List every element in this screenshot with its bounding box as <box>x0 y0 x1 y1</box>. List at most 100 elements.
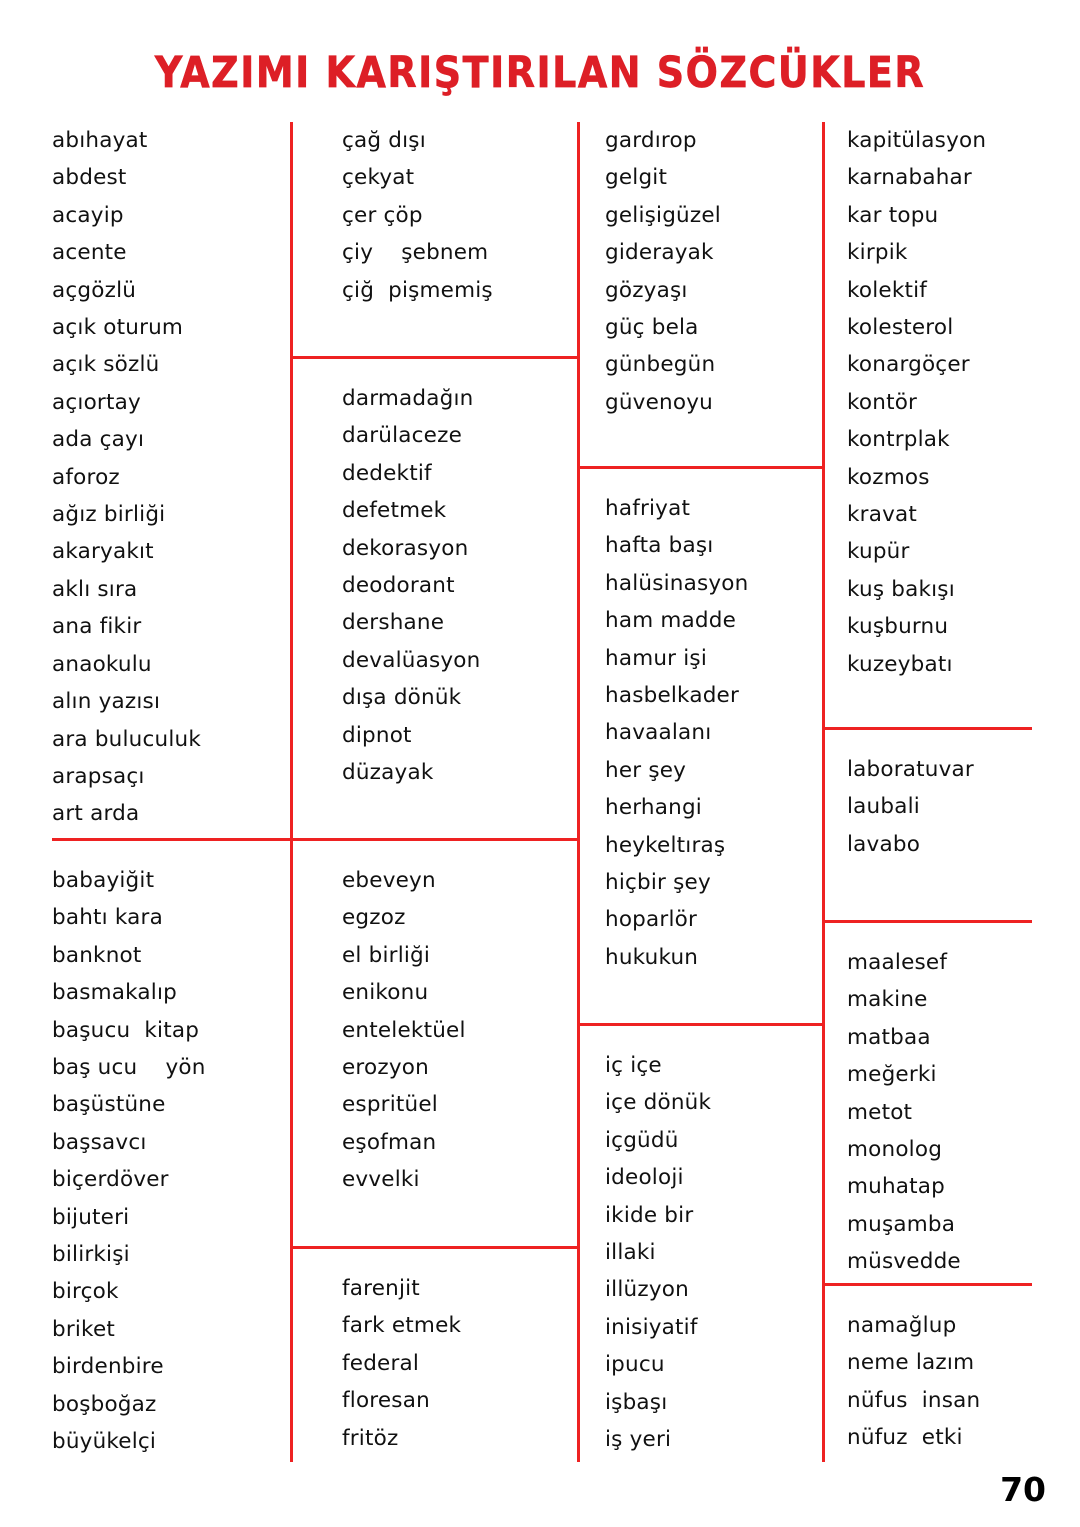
word-entry: içe dönük <box>605 1090 712 1116</box>
word-entry: erozyon <box>342 1055 429 1081</box>
word-entry: ham madde <box>605 608 737 634</box>
word-entry: bilirkişi <box>52 1242 130 1268</box>
word-entry: çer çöp <box>342 202 423 228</box>
word-entry: abdest <box>52 165 127 191</box>
word-entry: müsvedde <box>847 1249 961 1275</box>
word-entry: banknot <box>52 942 142 968</box>
word-entry: metot <box>847 1099 913 1125</box>
word-entry: gelişigüzel <box>605 202 721 228</box>
word-entry: ada çayı <box>52 427 145 453</box>
word-entry: havaalanı <box>605 720 712 746</box>
word-entry: biçerdöver <box>52 1167 169 1193</box>
word-entry: muhatap <box>847 1174 946 1200</box>
page-title: YAZIMI KARIŞTIRILAN SÖZCÜKLER <box>154 48 926 98</box>
word-entry: namağlup <box>847 1313 957 1338</box>
rule-col1-a-b <box>52 838 290 841</box>
word-entry: ipucu <box>605 1352 665 1378</box>
word-entry: anaokulu <box>52 651 152 677</box>
word-entry: açıortay <box>52 389 141 415</box>
column-3-group-i: iç içe içe dönük içgüdü ideoloji ikide bir il… <box>605 1047 832 1458</box>
word-entry: çağ dışı <box>342 128 426 153</box>
word-entry: abıhayat <box>52 128 148 153</box>
word-entry: deodorant <box>342 573 455 599</box>
word-entry: ana fikir <box>52 614 142 640</box>
divider-col2-col3 <box>577 122 580 1462</box>
word-entry: hukukun <box>605 944 699 970</box>
word-entry: halüsinasyon <box>605 570 749 596</box>
divider-col3-col4 <box>822 122 825 1462</box>
rule-col2-c-d <box>290 356 577 359</box>
word-entry: heykeltıraş <box>605 832 726 858</box>
word-entry: devalüasyon <box>342 647 481 673</box>
column-3: gardırop gelgit gelişigüzel giderayak gözyaş… <box>605 122 832 1462</box>
word-entry: her şey <box>605 757 687 783</box>
word-entry: maalesef <box>847 950 948 975</box>
word-entry: kolektif <box>847 277 928 303</box>
column-3-group-g: gardırop gelgit gelişigüzel giderayak gözyaş… <box>605 122 832 421</box>
word-entry: başsavcı <box>52 1129 147 1155</box>
word-entry: ağız birliği <box>52 502 166 528</box>
word-entry: muşamba <box>847 1211 956 1237</box>
word-entry: enikonu <box>342 980 429 1006</box>
word-entry: kravat <box>847 502 917 528</box>
word-entry: nüfus insan <box>847 1387 981 1413</box>
word-entry: hasbelkader <box>605 683 740 709</box>
word-entry: inisiyatif <box>605 1314 698 1340</box>
word-entry: birdenbire <box>52 1354 164 1380</box>
word-entry: çiy şebnem <box>342 240 489 266</box>
word-entry: el birliği <box>342 942 431 968</box>
word-entry: güvenoyu <box>605 389 713 415</box>
word-entry: ideoloji <box>605 1165 684 1191</box>
word-entry: işbaşı <box>605 1389 668 1415</box>
rule-col2-d-e <box>290 838 577 841</box>
word-entry: basmakalıp <box>52 980 177 1006</box>
rule-col3-g-h <box>577 466 822 469</box>
word-columns-container: abıhayat abdest acayip acente açgözlü açık ot… <box>52 122 1032 1462</box>
word-entry: akaryakıt <box>52 539 154 565</box>
word-entry: ara buluculuk <box>52 726 201 752</box>
word-entry: hamur işi <box>605 645 707 671</box>
word-entry: defetmek <box>342 498 447 524</box>
word-entry: karnabahar <box>847 165 972 191</box>
word-entry: dışa dönük <box>342 685 462 711</box>
word-entry: açgözlü <box>52 277 137 303</box>
word-entry: egzoz <box>342 905 406 931</box>
word-entry: gelgit <box>605 165 668 191</box>
word-entry: bijuteri <box>52 1204 130 1230</box>
word-entry: eşofman <box>342 1129 437 1155</box>
word-entry: art arda <box>52 801 140 827</box>
word-entry: nüfuz etki <box>847 1425 963 1451</box>
word-entry: çiğ pişmemiş <box>342 277 493 303</box>
word-entry: dedektif <box>342 460 432 486</box>
word-entry: ikide bir <box>605 1202 694 1228</box>
word-entry: baş ucu yön <box>52 1055 206 1081</box>
word-entry: ebeveyn <box>342 868 436 893</box>
word-entry: iç içe <box>605 1053 662 1078</box>
word-entry: makine <box>847 987 928 1013</box>
word-entry: farenjit <box>342 1276 420 1301</box>
word-entry: federal <box>342 1350 420 1376</box>
word-entry: kuzeybatı <box>847 651 953 677</box>
word-entry: acayip <box>52 202 124 228</box>
word-entry: illüzyon <box>605 1277 689 1303</box>
word-entry: kontör <box>847 389 918 415</box>
word-entry: kuşburnu <box>847 614 949 640</box>
word-entry: giderayak <box>605 240 714 266</box>
column-2-group-c: çağ dışı çekyat çer çöp çiy şebnem çiğ pişme… <box>342 122 580 309</box>
word-entry: alın yazısı <box>52 689 161 715</box>
column-2: çağ dışı çekyat çer çöp çiy şebnem çiğ pişme… <box>342 122 580 1462</box>
word-entry: kuş bakışı <box>847 576 955 602</box>
word-entry: kozmos <box>847 464 930 490</box>
word-entry: laboratuvar <box>847 757 974 782</box>
word-entry: entelektüel <box>342 1017 466 1043</box>
word-entry: floresan <box>342 1388 430 1414</box>
column-4-group-k: kapitülasyon karnabahar kar topu kirpik kole… <box>847 122 1032 683</box>
word-entry: dershane <box>342 610 445 636</box>
word-entry: güç bela <box>605 315 699 341</box>
word-entry: açık oturum <box>52 315 184 341</box>
word-entry: espritüel <box>342 1092 438 1118</box>
word-entry: başüstüne <box>52 1092 166 1118</box>
word-entry: birçok <box>52 1279 119 1305</box>
word-entry: arapsaçı <box>52 763 145 789</box>
column-4-group-m: maalesef makine matbaa meğerki metot monolog m… <box>847 944 1032 1281</box>
